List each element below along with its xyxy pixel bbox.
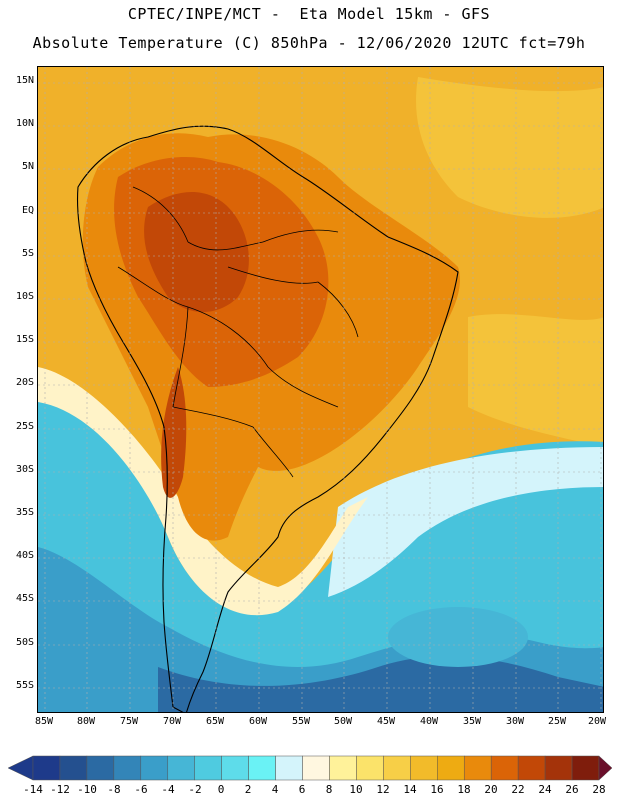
lat-label: 5N	[21, 161, 34, 172]
colorbar-label: -10	[77, 783, 97, 796]
lat-label: 55S	[15, 680, 34, 691]
colorbar-label: 24	[538, 783, 552, 796]
colorbar-swatch	[356, 755, 384, 781]
field-yellow-e	[468, 314, 603, 447]
lat-label: 10N	[15, 118, 34, 129]
colorbar-label: -2	[188, 783, 202, 796]
colorbar-swatch	[275, 755, 303, 781]
coastline-south-america	[76, 125, 459, 712]
lat-label: 25S	[15, 421, 34, 432]
colorbar-arrow-low	[7, 755, 34, 781]
lat-label: 30S	[15, 464, 34, 475]
colorbar-swatches	[7, 755, 613, 781]
colorbar-label: -6	[134, 783, 148, 796]
chart-title-line2: Absolute Temperature (C) 850hPa - 12/06/…	[32, 34, 586, 52]
colorbar-label: 14	[403, 783, 417, 796]
colorbar-label: 2	[244, 783, 252, 796]
colorbar-swatch	[248, 755, 276, 781]
colorbar-label: 10	[349, 783, 363, 796]
colorbar-swatch	[463, 755, 492, 781]
colorbar-swatch	[113, 755, 142, 781]
colorbar-swatch	[544, 755, 573, 781]
colorbar-label: 8	[325, 783, 333, 796]
colorbar-label: -12	[50, 783, 70, 796]
lon-label: 65W	[205, 716, 225, 727]
lon-label: 25W	[547, 716, 567, 727]
field-light-cyan-band	[328, 447, 603, 597]
lon-label: 20W	[587, 716, 607, 727]
colorbar-swatch	[517, 755, 546, 781]
colorbar-label: 28	[592, 783, 606, 796]
lon-label: 50W	[333, 716, 353, 727]
colorbar-swatch	[410, 755, 438, 781]
colorbar-swatch	[140, 755, 169, 781]
colorbar-label: -14	[23, 783, 43, 796]
lon-label: 30W	[505, 716, 525, 727]
lat-label: 15N	[15, 75, 34, 86]
colorbar-label: -4	[161, 783, 175, 796]
colorbar-label: 26	[565, 783, 579, 796]
colorbar-swatch	[167, 755, 195, 781]
field-cream-band	[38, 367, 368, 616]
colorbar-label: -8	[107, 783, 121, 796]
colorbar-label: 4	[271, 783, 279, 796]
temperature-map	[37, 66, 604, 713]
colorbar	[7, 755, 613, 781]
field-cyan-eddy	[388, 607, 528, 667]
colorbar-label: 22	[511, 783, 525, 796]
colorbar-swatch	[86, 755, 115, 781]
lat-label: 20S	[15, 377, 34, 388]
colorbar-swatch	[329, 755, 357, 781]
colorbar-swatch	[221, 755, 249, 781]
lon-label: 35W	[462, 716, 482, 727]
field-continent-hottest	[144, 192, 249, 312]
lat-label: 15S	[15, 334, 34, 345]
lon-label: 40W	[419, 716, 439, 727]
colorbar-label: 18	[457, 783, 471, 796]
lat-label: 40S	[15, 550, 34, 561]
colorbar-swatch	[490, 755, 519, 781]
colorbar-label: 16	[430, 783, 444, 796]
colorbar-swatch	[194, 755, 222, 781]
lon-label: 85W	[34, 716, 54, 727]
chart-title-line1: CPTEC/INPE/MCT - Eta Model 15km - GFS	[127, 5, 491, 23]
field-yellow-ne	[416, 77, 603, 218]
colorbar-swatch	[302, 755, 330, 781]
lat-label: 50S	[15, 637, 34, 648]
colorbar-label: 12	[376, 783, 390, 796]
lon-label: 45W	[376, 716, 396, 727]
lon-label: 55W	[291, 716, 311, 727]
colorbar-swatch	[383, 755, 411, 781]
colorbar-swatch	[437, 755, 465, 781]
country-borders	[117, 186, 359, 478]
colorbar-label: 0	[217, 783, 225, 796]
lon-label: 70W	[162, 716, 182, 727]
lat-label: 35S	[15, 507, 34, 518]
map-canvas	[38, 67, 603, 712]
lat-label: 10S	[15, 291, 34, 302]
colorbar-arrow-high	[598, 755, 613, 781]
colorbar-swatch	[571, 755, 600, 781]
colorbar-swatch	[59, 755, 88, 781]
field-deep-blue	[158, 656, 603, 712]
lon-label: 80W	[76, 716, 96, 727]
lat-label: 45S	[15, 593, 34, 604]
lon-label: 60W	[248, 716, 268, 727]
colorbar-swatch	[32, 755, 61, 781]
colorbar-label: 6	[298, 783, 306, 796]
lat-label: 5S	[21, 248, 34, 259]
lon-label: 75W	[119, 716, 139, 727]
colorbar-label: 20	[484, 783, 498, 796]
lat-label: EQ	[21, 205, 34, 216]
